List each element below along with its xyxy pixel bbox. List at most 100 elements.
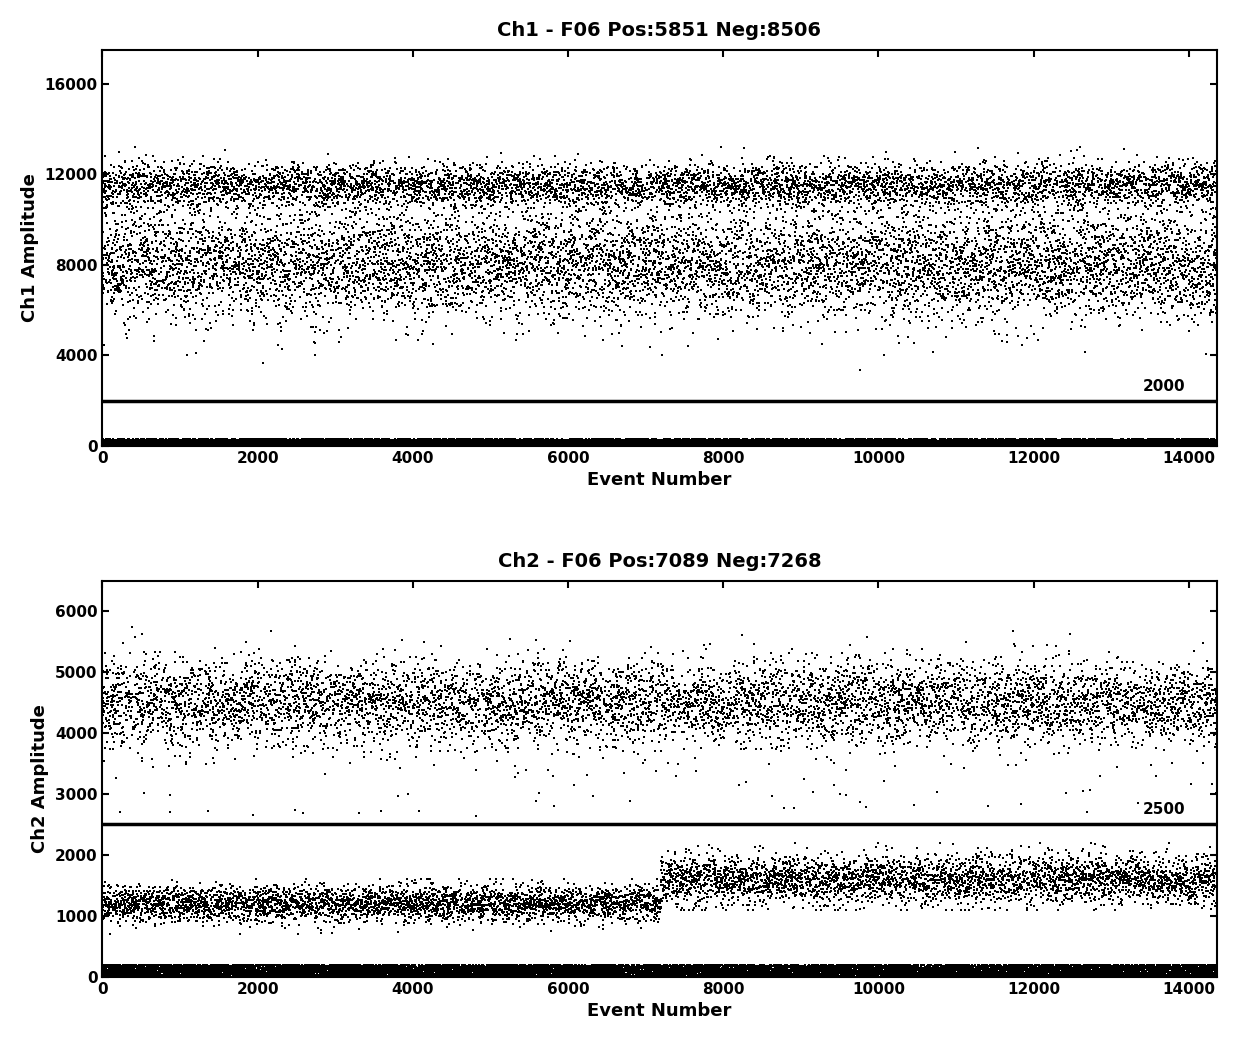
Point [284, 958, 304, 974]
Point [722, 960, 742, 976]
Point [1152, 966, 1172, 983]
Point [363, 958, 383, 974]
Point [1202, 700, 1221, 716]
Point [764, 432, 784, 449]
Point [651, 164, 671, 181]
Point [942, 957, 962, 973]
Point [711, 894, 730, 911]
Point [472, 958, 492, 974]
Point [884, 220, 904, 236]
Point [746, 161, 766, 178]
Point [1146, 882, 1166, 898]
Point [110, 277, 130, 294]
Point [397, 436, 417, 453]
Point [334, 959, 353, 975]
Point [724, 431, 744, 448]
Point [175, 900, 195, 917]
Point [640, 686, 660, 703]
Point [1161, 964, 1180, 981]
Point [640, 431, 660, 448]
Point [273, 433, 293, 450]
Point [889, 434, 909, 451]
Point [983, 181, 1003, 198]
Point [262, 257, 281, 274]
Point [859, 961, 879, 977]
Point [632, 705, 652, 721]
Point [630, 963, 650, 980]
Point [652, 226, 672, 243]
Point [718, 432, 738, 449]
Point [671, 965, 691, 982]
Point [1002, 870, 1022, 887]
Point [875, 434, 895, 451]
Point [589, 963, 609, 980]
Point [599, 435, 619, 452]
Point [848, 958, 868, 974]
Point [821, 705, 841, 721]
Point [1003, 436, 1023, 453]
Point [211, 957, 231, 973]
Point [996, 213, 1016, 230]
Point [1177, 261, 1197, 278]
Point [565, 259, 585, 276]
Point [1018, 436, 1038, 453]
Point [1054, 253, 1074, 270]
Point [347, 435, 367, 452]
Point [1126, 434, 1146, 451]
Point [128, 436, 148, 453]
Point [665, 280, 684, 297]
Point [858, 967, 878, 984]
Point [525, 172, 544, 188]
Point [531, 434, 551, 451]
Point [841, 699, 861, 715]
Point [754, 712, 774, 729]
Point [1049, 870, 1069, 887]
Point [950, 884, 970, 900]
Point [546, 967, 565, 984]
Point [926, 858, 946, 874]
Point [1058, 238, 1078, 255]
Point [649, 435, 668, 452]
Point [1188, 959, 1208, 975]
Point [1094, 958, 1114, 974]
Point [286, 703, 306, 719]
Point [361, 893, 381, 910]
Point [279, 432, 299, 449]
Point [1118, 436, 1138, 453]
Point [239, 432, 259, 449]
Point [728, 432, 748, 449]
Point [764, 962, 784, 979]
Point [755, 661, 775, 678]
Point [782, 432, 802, 449]
Point [224, 968, 244, 985]
Point [918, 692, 937, 709]
Point [936, 432, 956, 449]
Point [976, 968, 996, 985]
Point [109, 435, 129, 452]
Point [614, 432, 634, 449]
Point [105, 437, 125, 454]
Point [1006, 243, 1025, 259]
Point [719, 436, 739, 453]
Point [800, 435, 820, 452]
Point [765, 965, 785, 982]
Point [657, 961, 677, 977]
Point [1203, 434, 1223, 451]
Point [1094, 720, 1114, 737]
Point [149, 960, 169, 976]
Point [831, 163, 851, 180]
Point [470, 431, 490, 448]
Point [928, 264, 947, 281]
Point [1112, 436, 1132, 453]
Point [360, 688, 379, 705]
Point [970, 711, 990, 728]
Point [444, 436, 464, 453]
Point [1162, 243, 1182, 259]
Point [248, 895, 268, 912]
Point [162, 152, 182, 169]
Point [128, 435, 148, 452]
Point [928, 234, 947, 251]
Point [999, 957, 1019, 973]
Point [474, 175, 494, 192]
Point [301, 702, 321, 718]
